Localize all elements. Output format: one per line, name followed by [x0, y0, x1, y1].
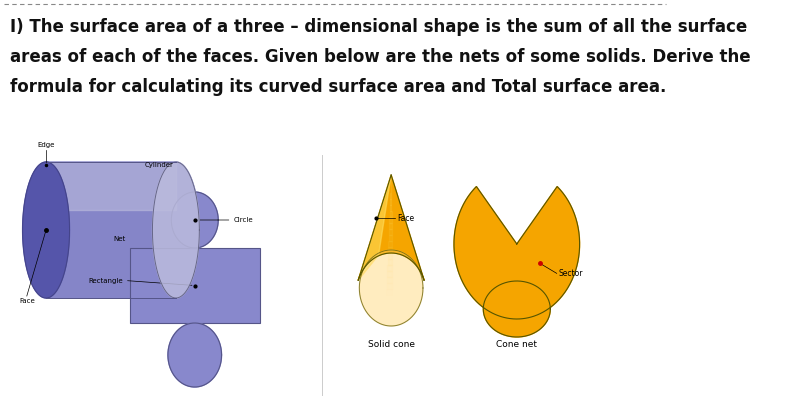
Text: Edge: Edge [38, 142, 54, 148]
Polygon shape [46, 162, 199, 298]
Polygon shape [46, 162, 176, 209]
Text: Cone net: Cone net [496, 340, 538, 349]
Bar [130, 248, 260, 323]
Text: Face: Face [19, 298, 34, 304]
Polygon shape [483, 281, 550, 337]
Polygon shape [388, 241, 392, 247]
Polygon shape [390, 199, 391, 205]
Polygon shape [388, 253, 392, 259]
Polygon shape [358, 175, 391, 280]
Polygon shape [359, 250, 423, 326]
Polygon shape [454, 187, 580, 319]
Text: Sector: Sector [558, 269, 583, 278]
Text: Cylinder: Cylinder [145, 162, 174, 168]
Text: Net: Net [114, 236, 126, 242]
Text: Solid cone: Solid cone [368, 340, 414, 349]
Text: Face: Face [397, 213, 414, 223]
Polygon shape [22, 162, 70, 298]
Text: Circle: Circle [234, 217, 253, 223]
Polygon shape [389, 235, 392, 241]
Text: I) The surface area of a three – dimensional shape is the sum of all the surface: I) The surface area of a three – dimensi… [10, 18, 747, 36]
Polygon shape [388, 247, 392, 253]
Polygon shape [358, 175, 424, 280]
Polygon shape [390, 211, 391, 217]
Text: formula for calculating its curved surface area and Total surface area.: formula for calculating its curved surfa… [10, 78, 666, 96]
Polygon shape [390, 193, 391, 199]
Text: Rectangle: Rectangle [89, 278, 123, 284]
Polygon shape [390, 205, 391, 211]
Polygon shape [153, 162, 199, 298]
Polygon shape [389, 229, 392, 235]
Polygon shape [171, 192, 218, 248]
Polygon shape [168, 323, 222, 387]
Polygon shape [388, 259, 392, 265]
Text: areas of each of the faces. Given below are the nets of some solids. Derive the: areas of each of the faces. Given below … [10, 48, 750, 66]
Polygon shape [389, 223, 392, 229]
Polygon shape [390, 217, 391, 223]
